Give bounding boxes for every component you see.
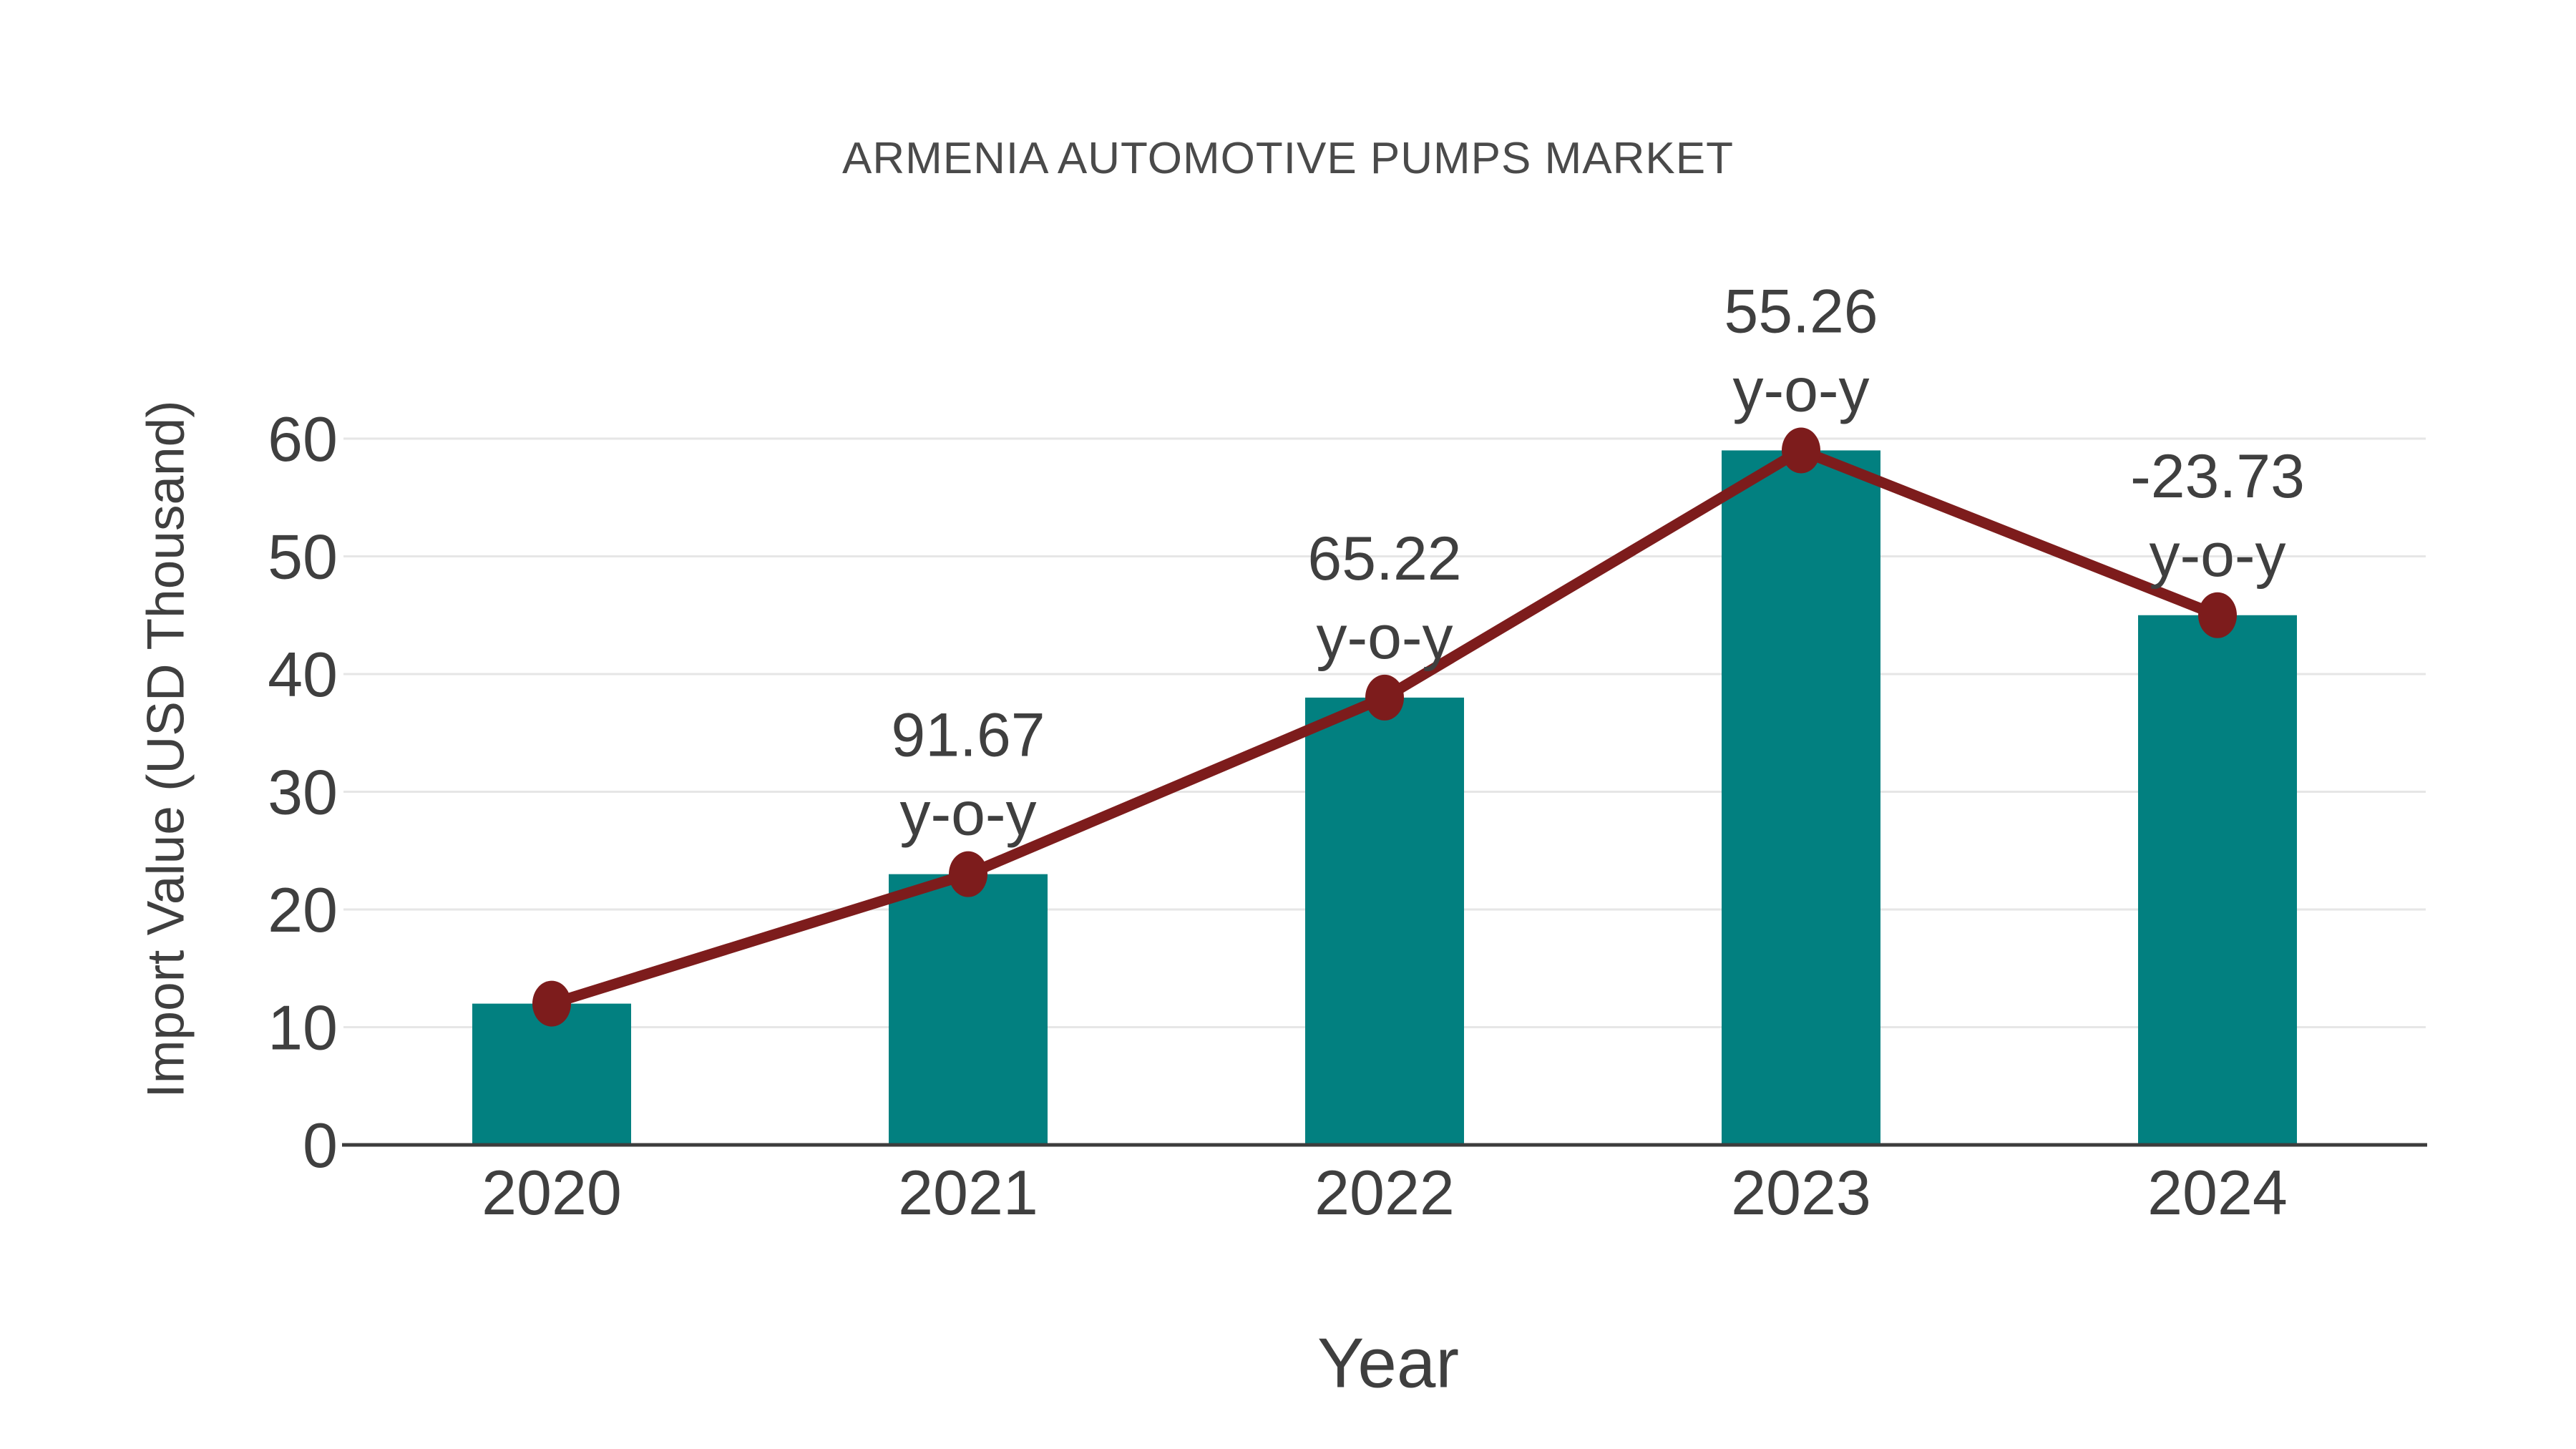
y-tick-label: 0 <box>303 1110 338 1181</box>
bar-2022 <box>1305 697 1464 1145</box>
annotation-unit: y-o-y <box>899 780 1036 849</box>
x-axis-title: Year <box>1317 1323 1460 1402</box>
annotation-unit: y-o-y <box>2149 521 2285 590</box>
annotation-value: 91.67 <box>891 701 1045 770</box>
bar-2024 <box>2138 615 2297 1145</box>
annotation-value: 55.26 <box>1724 277 1878 346</box>
annotation-unit: y-o-y <box>1732 356 1869 424</box>
y-tick-label: 50 <box>268 522 338 592</box>
trend-marker-2020 <box>532 980 571 1027</box>
x-tick-label: 2022 <box>1314 1157 1455 1228</box>
y-tick-label: 40 <box>268 639 338 710</box>
y-tick-label: 20 <box>268 874 338 945</box>
annotation-unit: y-o-y <box>1316 603 1453 672</box>
bar-2023 <box>1722 450 1880 1145</box>
trend-marker-2023 <box>1782 427 1820 474</box>
x-tick-label: 2021 <box>898 1157 1038 1228</box>
y-tick-label: 30 <box>268 757 338 828</box>
annotation-value: -23.73 <box>2130 442 2305 511</box>
y-axis-title: Import Value (USD Thousand) <box>137 400 195 1098</box>
bar-2020 <box>472 1003 631 1145</box>
y-tick-label: 10 <box>268 992 338 1063</box>
chart-title: ARMENIA AUTOMOTIVE PUMPS MARKET <box>842 134 1734 183</box>
trend-marker-2022 <box>1365 674 1404 721</box>
x-tick-label: 2024 <box>2147 1157 2288 1228</box>
annotation-value: 65.22 <box>1307 525 1461 593</box>
x-tick-label: 2020 <box>482 1157 622 1228</box>
trend-marker-2021 <box>949 851 987 897</box>
trend-marker-2024 <box>2198 592 2237 638</box>
bar-2021 <box>889 874 1048 1145</box>
y-tick-label: 60 <box>268 404 338 474</box>
x-tick-label: 2023 <box>1731 1157 1871 1228</box>
